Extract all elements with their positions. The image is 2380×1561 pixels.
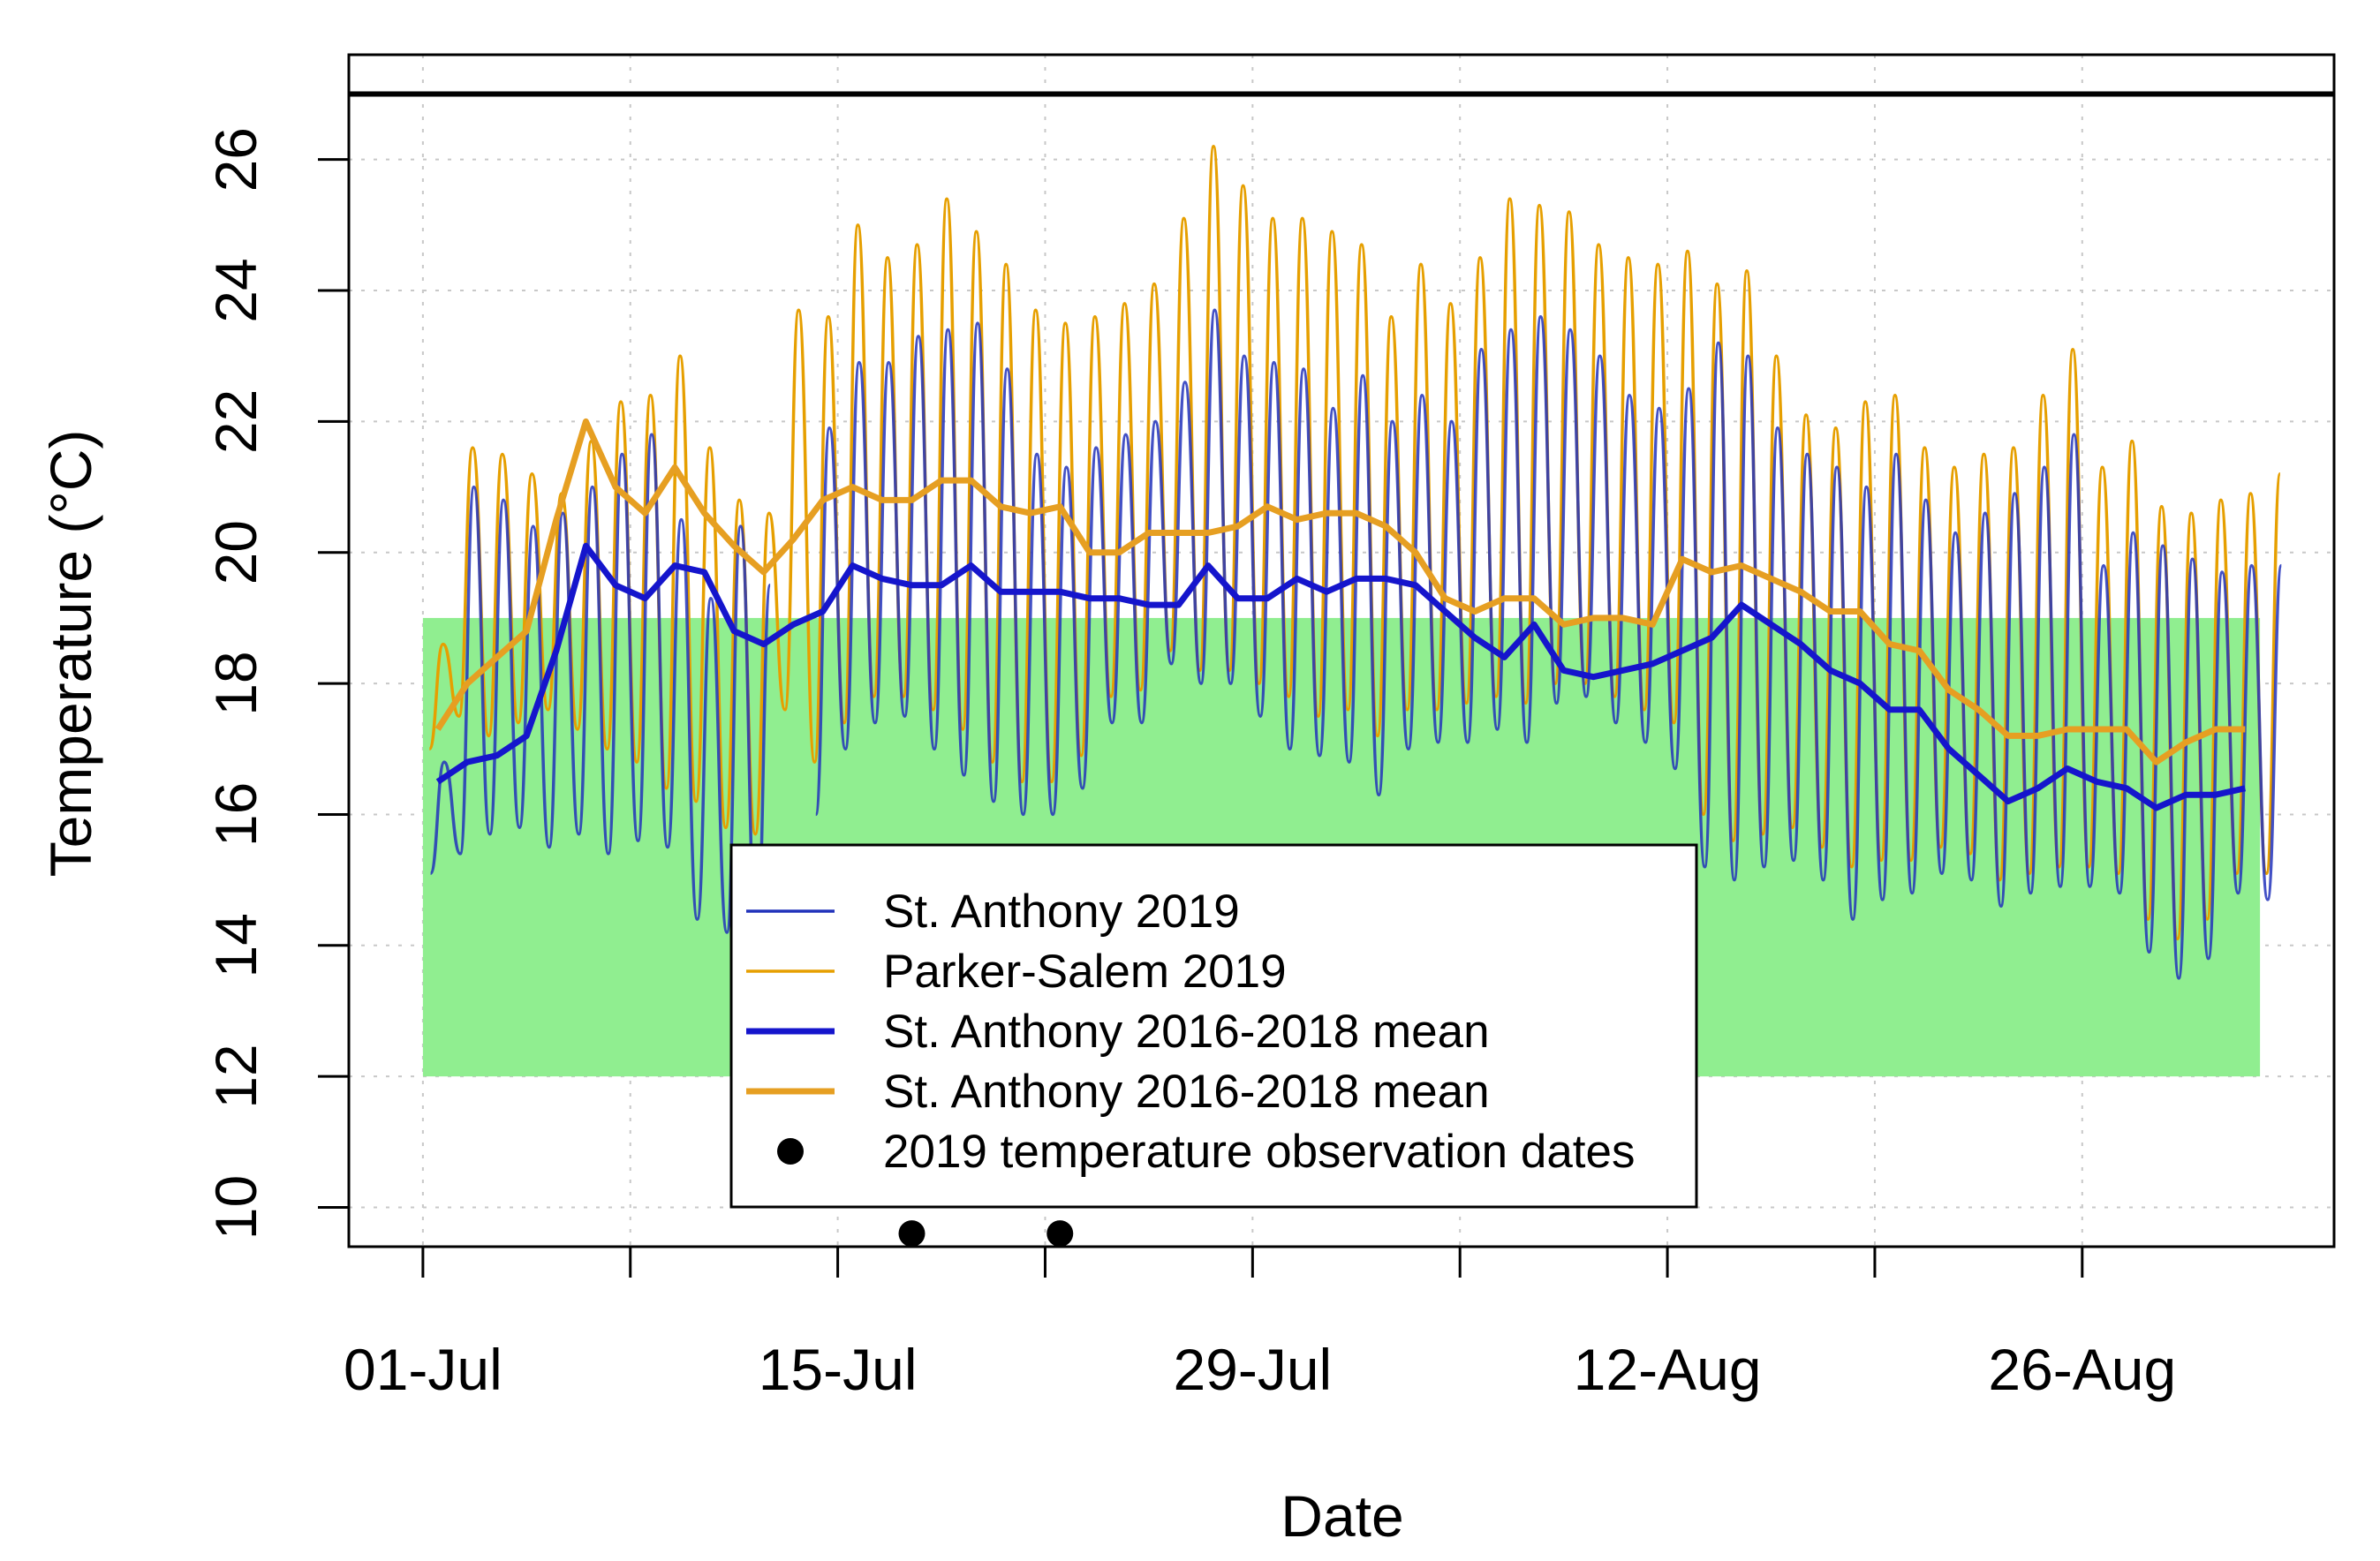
x-tick-label: 01-Jul <box>344 1337 502 1402</box>
y-tick-label: 26 <box>203 127 268 192</box>
legend-dot-symbol <box>777 1138 804 1165</box>
x-axis-title: Date <box>1281 1483 1403 1549</box>
observation-date-dot <box>1046 1220 1074 1248</box>
y-tick-label: 14 <box>203 913 268 977</box>
series-lines <box>349 91 2334 980</box>
observation-dates <box>898 1220 1074 1248</box>
legend-label: St. Anthony 2016-2018 mean <box>883 1006 1490 1058</box>
legend-item-observation-dates: 2019 temperature observation dates <box>777 1126 1636 1178</box>
st-anthony-2019-line <box>428 433 772 941</box>
y-tick-label: 24 <box>203 258 268 322</box>
y-axis-title: Temperature (°C) <box>38 430 103 878</box>
x-tick-label: 12-Aug <box>1574 1337 1762 1402</box>
x-tick-label: 15-Jul <box>759 1337 918 1402</box>
legend-item-st-anthony-2019: St. Anthony 2019 <box>746 886 1240 938</box>
y-tick-label: 10 <box>203 1175 268 1240</box>
legend-label: 2019 temperature observation dates <box>883 1126 1636 1178</box>
observation-date-dot <box>898 1220 926 1248</box>
y-tick-label: 22 <box>203 389 268 454</box>
legend-item-st-anthony-mean: St. Anthony 2016-2018 mean <box>746 1006 1490 1058</box>
x-tick-label: 26-Aug <box>1988 1337 2176 1402</box>
parker-salem-mean-line <box>434 418 2246 765</box>
y-tick-label: 16 <box>203 782 268 847</box>
legend-label: St. Anthony 2019 <box>883 886 1240 938</box>
st-anthony-mean-line <box>435 542 2247 811</box>
plot-frame <box>347 53 2336 1248</box>
y-tick-label: 12 <box>203 1044 268 1108</box>
legend-label: St. Anthony 2016-2018 mean <box>883 1066 1490 1118</box>
y-tick-label: 18 <box>203 651 268 715</box>
axes: 01-Jul 15-Jul 29-Jul 12-Aug 26-Aug 10 12 14 16 18… <box>203 53 2336 1402</box>
st-anthony-2019-line <box>814 308 2284 980</box>
legend-item-parker-salem-2019: Parker-Salem 2019 <box>746 946 1287 998</box>
legend: St. Anthony 2019 Parker-Salem 2019 St. Ant… <box>729 843 1698 1209</box>
legend-label: Parker-Salem 2019 <box>883 946 1287 998</box>
legend-item-st-anthony-mean-orange: St. Anthony 2016-2018 mean <box>746 1066 1490 1118</box>
legend-box <box>729 843 1698 1209</box>
x-tick-label: 29-Jul <box>1173 1337 1332 1402</box>
y-tick-label: 20 <box>203 520 268 584</box>
